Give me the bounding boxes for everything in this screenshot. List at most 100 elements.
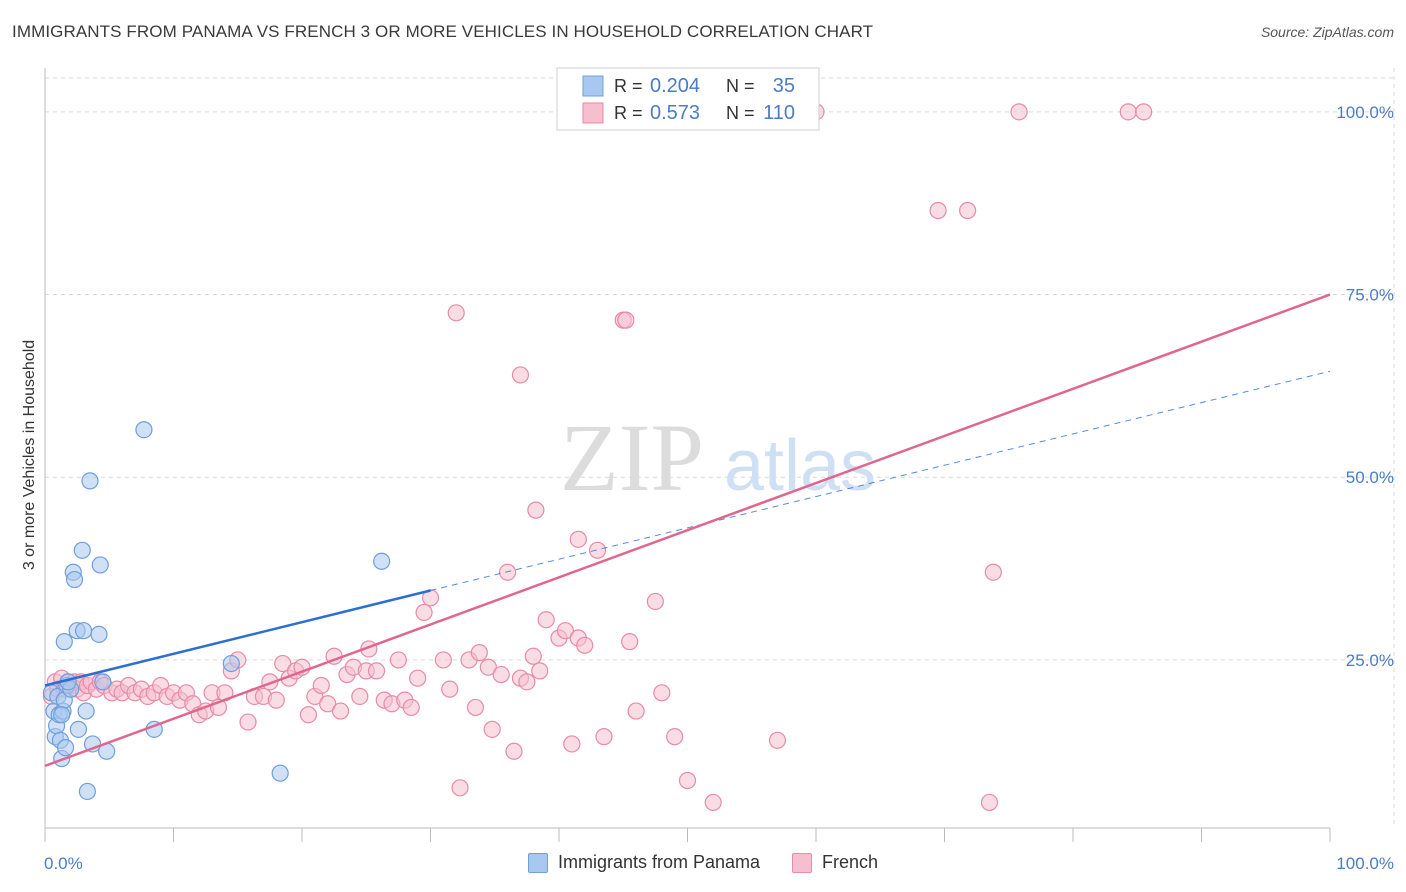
panama-point (91, 556, 109, 574)
stats-n-label: N = (726, 103, 755, 123)
french-point (959, 201, 977, 220)
french-point (447, 304, 465, 322)
panama-point (90, 625, 108, 643)
french-point (466, 698, 485, 717)
stats-r-label: R = (614, 76, 643, 96)
french-point (402, 698, 420, 717)
french-point (627, 702, 645, 720)
y-tick-label: 25.0% (1346, 651, 1394, 670)
chart-title: IMMIGRANTS FROM PANAMA VS FRENCH 3 OR MO… (12, 22, 874, 41)
french-point (421, 589, 440, 607)
panama-point (69, 720, 88, 738)
french-point (646, 592, 664, 611)
french-point (505, 742, 523, 760)
panama-point (94, 673, 112, 691)
french-point (1135, 103, 1153, 121)
panama-point (81, 472, 99, 490)
french-point (563, 735, 581, 753)
watermark-atlas: atlas (724, 426, 876, 506)
stats-n-value: 35 (773, 75, 795, 97)
french-point (483, 720, 501, 738)
bottom-legend: Immigrants from Panama French (0, 852, 1406, 873)
panama-point (56, 739, 75, 757)
panama-point (77, 702, 95, 720)
panama-point (135, 421, 153, 439)
stats-r-value: 0.573 (650, 102, 700, 124)
french-point (415, 603, 433, 622)
french-point (537, 611, 555, 629)
french-point (595, 728, 613, 746)
french-point (1010, 103, 1028, 121)
french-point (621, 633, 639, 651)
trend-layer (44, 293, 1331, 768)
french-point (434, 651, 452, 669)
panama-point (78, 782, 97, 801)
french-point (653, 684, 671, 702)
french-point (479, 658, 497, 676)
french-point (524, 647, 542, 665)
panama-point (222, 654, 240, 673)
french-point (527, 501, 545, 519)
french-point (492, 665, 510, 684)
panama-trend-extension (430, 370, 1331, 591)
legend-swatch-french (792, 852, 813, 873)
french-point (768, 731, 787, 749)
french-point (239, 713, 257, 731)
watermark-zip: ZIP (560, 404, 704, 511)
french-trend-line (44, 293, 1331, 768)
legend-item-french: French (792, 852, 878, 873)
panama-point (55, 633, 73, 651)
stats-n-label: N = (726, 76, 755, 96)
y-axis-label: 3 or more Vehicles in Household (21, 340, 38, 570)
y-tick-label: 75.0% (1346, 286, 1394, 305)
panama-point (271, 764, 289, 782)
stats-swatch-panama (582, 75, 604, 97)
stats-r-label: R = (614, 103, 643, 123)
panama-point (65, 570, 84, 589)
french-point (409, 669, 427, 687)
y-tick-label: 50.0% (1346, 468, 1394, 487)
french-point (499, 563, 517, 581)
french-point (929, 201, 947, 220)
french-point (576, 636, 594, 654)
french-point (451, 779, 469, 797)
french-point (441, 680, 459, 698)
stats-n-value: 110 (763, 102, 795, 124)
french-point (704, 793, 722, 812)
french-point (666, 728, 684, 746)
stats-swatch-french (582, 102, 604, 124)
stats-legend: R = 0.204 N = 35 R = 0.573 N = 110 (556, 67, 820, 131)
french-point (569, 530, 587, 548)
legend-label-french: French (822, 852, 879, 872)
french-point (531, 662, 549, 680)
legend-label-panama: Immigrants from Panama (557, 852, 761, 872)
stats-r-value: 0.204 (650, 75, 700, 97)
legend-item-panama: Immigrants from Panama (527, 852, 761, 873)
french-point (588, 541, 607, 559)
french-point (274, 654, 292, 673)
axes-layer: 25.0% 50.0% 75.0% 100.0% 0.0% 100.0% (44, 68, 1394, 873)
french-point (312, 676, 330, 695)
french-point (518, 673, 536, 691)
french-point (617, 311, 635, 329)
source-label: Source: ZipAtlas.com (1260, 24, 1394, 40)
french-point (367, 662, 386, 680)
panama-point (74, 622, 93, 640)
french-point (470, 644, 488, 662)
french-point (299, 706, 318, 724)
french-point (980, 793, 999, 812)
french-point (351, 687, 369, 706)
french-point (389, 651, 407, 669)
french-point (267, 691, 285, 709)
x-tick-label: 100.0% (1336, 854, 1394, 873)
x-tick-label: 0.0% (44, 854, 83, 873)
french-point (1119, 103, 1137, 121)
y-tick-label: 100.0% (1336, 103, 1394, 122)
french-point (511, 366, 530, 384)
panama-point (373, 552, 391, 570)
watermark: ZIP atlas (560, 404, 876, 511)
french-point (678, 771, 697, 790)
panama-trend-line (44, 589, 431, 687)
french-point (331, 702, 350, 720)
